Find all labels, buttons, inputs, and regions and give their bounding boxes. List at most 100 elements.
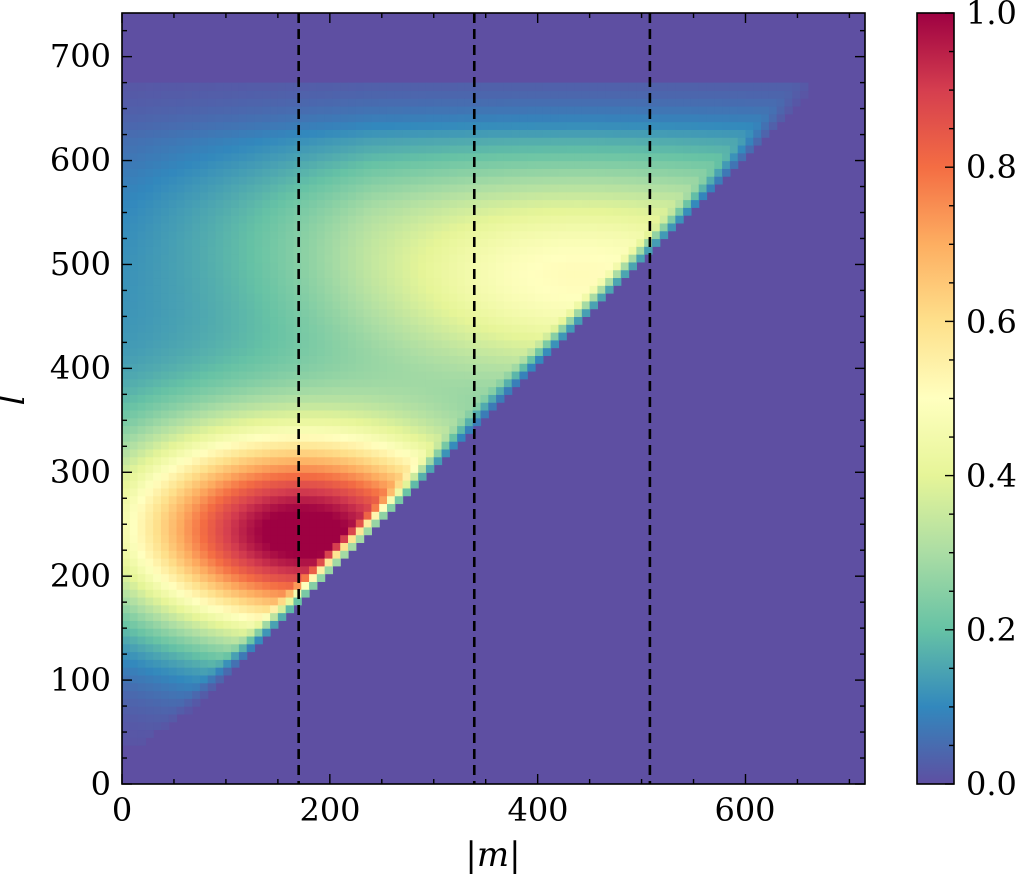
heatmap-cell — [441, 183, 450, 193]
heatmap-cell — [277, 573, 287, 582]
heatmap-cell — [503, 378, 513, 388]
heatmap-cell — [386, 316, 396, 325]
heatmap-cell — [363, 433, 372, 442]
heatmap-cell — [449, 215, 458, 224]
heatmap-cell — [457, 417, 466, 427]
heatmap-cell — [348, 441, 357, 450]
heatmap-cell — [122, 433, 131, 442]
heatmap-cell — [722, 82, 731, 92]
heatmap-cell — [371, 293, 380, 302]
heatmap-cell — [129, 269, 139, 279]
heatmap-cell — [379, 378, 388, 388]
heatmap-cell — [145, 674, 154, 684]
heatmap-cell — [433, 448, 443, 458]
heatmap-cell — [394, 137, 404, 146]
heatmap-cell — [511, 98, 521, 107]
heatmap-cell — [168, 215, 178, 224]
heatmap-cell — [246, 425, 256, 434]
heatmap-cell — [231, 542, 240, 551]
heatmap-cell — [332, 90, 341, 99]
heatmap-cell — [472, 183, 482, 193]
heatmap-cell — [184, 152, 193, 162]
heatmap-cell — [122, 589, 131, 598]
heatmap-cell — [496, 324, 505, 333]
heatmap-cell — [379, 222, 388, 232]
heatmap-cell — [285, 269, 295, 279]
heatmap-cell — [277, 339, 287, 349]
heatmap-cell — [348, 464, 357, 473]
heatmap-cell — [535, 129, 544, 138]
heatmap-cell — [651, 207, 661, 216]
heatmap-cell — [246, 363, 256, 372]
heatmap-cell — [285, 183, 295, 193]
heatmap-cell — [309, 339, 318, 349]
heatmap-cell — [566, 90, 575, 99]
heatmap-cell — [184, 519, 193, 528]
heatmap-cell — [153, 269, 162, 279]
heatmap-cell — [464, 199, 474, 208]
heatmap-cell — [488, 183, 497, 193]
heatmap-cell — [238, 293, 248, 302]
heatmap-cell — [418, 98, 427, 107]
heatmap-cell — [324, 254, 334, 263]
heatmap-cell — [122, 409, 131, 419]
heatmap-cell — [620, 230, 630, 240]
heatmap-cell — [316, 386, 326, 395]
heatmap-cell — [371, 316, 380, 325]
heatmap-cell — [348, 269, 357, 279]
heatmap-cell — [137, 347, 146, 356]
heatmap-cell — [129, 542, 139, 551]
heatmap-cell — [129, 511, 139, 520]
heatmap-cell — [199, 526, 209, 536]
heatmap-cell — [223, 293, 232, 302]
heatmap-cell — [176, 464, 185, 473]
heatmap-cell — [145, 643, 154, 653]
heatmap-cell — [129, 402, 139, 411]
heatmap-cell — [223, 394, 232, 403]
heatmap-cell — [270, 347, 279, 356]
heatmap-cell — [246, 589, 256, 598]
heatmap-cell — [332, 394, 341, 403]
heatmap-cell — [122, 300, 131, 310]
heatmap-cell — [168, 222, 178, 232]
heatmap-cell — [215, 480, 224, 489]
heatmap-cell — [457, 261, 466, 271]
heatmap-cell — [340, 238, 349, 247]
heatmap-cell — [324, 160, 334, 169]
heatmap-cell — [231, 417, 240, 427]
heatmap-cell — [192, 682, 201, 692]
heatmap-cell — [262, 293, 271, 302]
heatmap-cell — [488, 98, 497, 107]
heatmap-cell — [449, 152, 458, 162]
heatmap-cell — [332, 191, 341, 201]
heatmap-cell — [441, 106, 450, 115]
heatmap-cell — [363, 285, 372, 294]
heatmap-cell — [511, 191, 521, 201]
heatmap-cell — [231, 659, 240, 668]
heatmap-cell — [628, 176, 637, 185]
heatmap-cell — [301, 378, 310, 388]
heatmap-cell — [597, 238, 606, 247]
heatmap-cell — [254, 238, 263, 247]
heatmap-cell — [511, 230, 521, 240]
heatmap-cell — [441, 246, 450, 255]
heatmap-cell — [215, 573, 224, 582]
heatmap-cell — [262, 168, 271, 177]
heatmap-cell — [309, 324, 318, 333]
heatmap-cell — [418, 113, 427, 123]
heatmap-cell — [153, 448, 162, 458]
heatmap-cell — [316, 503, 326, 512]
heatmap-cell — [129, 254, 139, 263]
heatmap-cell — [753, 82, 762, 92]
heatmap-cell — [262, 106, 271, 115]
heatmap-cell — [348, 433, 357, 442]
heatmap-cell — [488, 207, 497, 216]
heatmap-cell — [402, 386, 411, 395]
heatmap-cell — [122, 542, 131, 551]
heatmap-cell — [457, 363, 466, 372]
heatmap-cell — [262, 269, 271, 279]
heatmap-cell — [215, 550, 224, 559]
heatmap-cell — [449, 183, 458, 193]
heatmap-cell — [690, 199, 700, 208]
heatmap-cell — [386, 144, 396, 154]
